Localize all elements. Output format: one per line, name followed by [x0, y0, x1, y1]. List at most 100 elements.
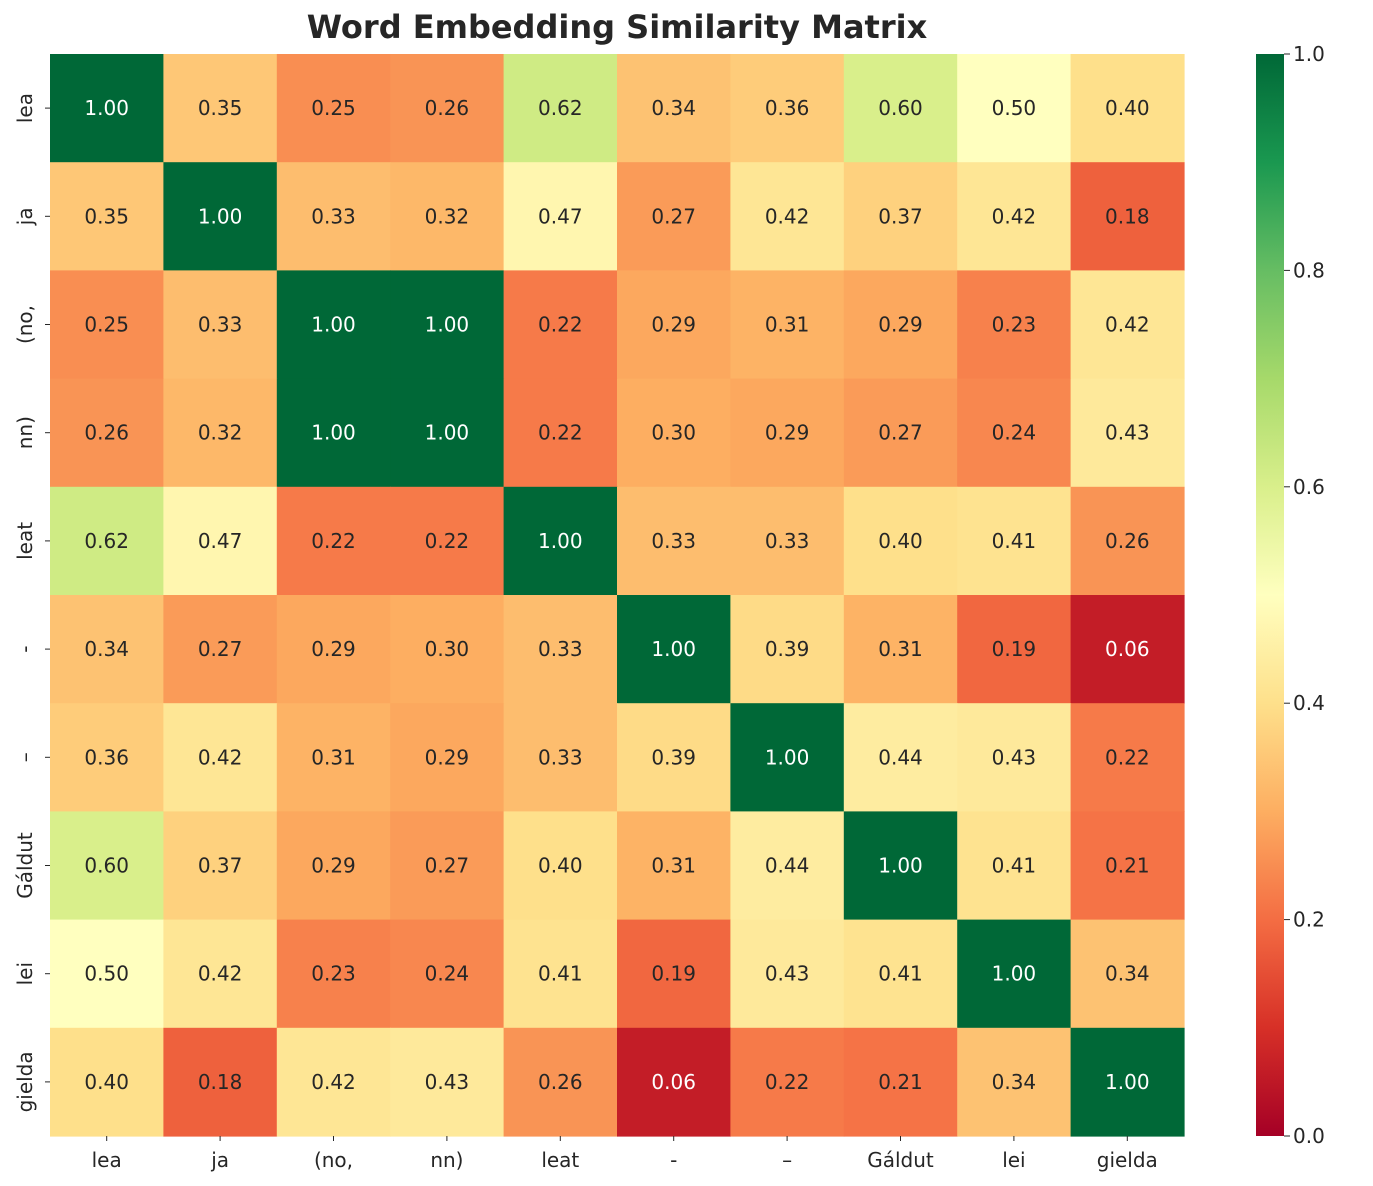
cell-value-label: 0.27	[651, 204, 696, 228]
cell-value-label: 0.22	[538, 421, 583, 445]
heatmap-cell	[50, 595, 164, 704]
cell-value-label: 0.39	[651, 745, 696, 769]
cell-value-label: 0.42	[198, 745, 243, 769]
cell-value-label: 0.31	[311, 745, 356, 769]
cell-value-label: 0.29	[878, 313, 923, 337]
heatmap-cell	[276, 811, 391, 921]
cell-value-label: 0.31	[651, 854, 696, 878]
cell-value-label: 0.29	[311, 637, 356, 661]
cell-value-label: 0.29	[651, 313, 696, 337]
heatmap-cell	[50, 919, 164, 1029]
heatmap-cell	[390, 595, 505, 704]
heatmap-cell	[390, 1027, 505, 1137]
y-tick-label: lei	[13, 962, 37, 985]
x-tick-label: -	[670, 1148, 677, 1172]
cell-value-label: 0.22	[311, 529, 356, 553]
cell-value-label: 1.00	[1105, 1070, 1150, 1094]
cell-value-label: 0.35	[84, 204, 129, 228]
cell-value-label: 0.18	[1105, 204, 1150, 228]
heatmap-cell	[1070, 919, 1185, 1029]
cell-value-label: 0.33	[538, 745, 583, 769]
cell-value-label: 0.60	[878, 96, 923, 120]
cell-value-label: 0.23	[992, 313, 1037, 337]
heatmap-cell	[617, 703, 731, 812]
heatmap-cell	[50, 703, 164, 812]
cell-value-label: 0.40	[84, 1070, 129, 1094]
cell-value-label: 0.25	[84, 313, 129, 337]
heatmap-cell	[503, 486, 618, 596]
cell-value-label: 0.26	[1105, 529, 1150, 553]
heatmap-cell	[1070, 1027, 1185, 1137]
heatmap-cell	[50, 486, 164, 596]
heatmap-cell	[163, 486, 278, 596]
cell-value-label: 1.00	[765, 745, 810, 769]
heatmap-cell	[843, 703, 958, 812]
cell-value-label: 0.37	[878, 204, 923, 228]
heatmap-cell	[390, 162, 505, 271]
heatmap-cell	[503, 54, 618, 163]
cell-value-label: 0.36	[84, 745, 129, 769]
heatmap-cell	[163, 811, 278, 921]
heatmap-cell	[390, 703, 505, 812]
cell-value-label: 0.33	[311, 204, 356, 228]
heatmap-cell	[276, 270, 391, 380]
cell-value-label: 0.19	[992, 637, 1037, 661]
x-tick-label: ja	[210, 1148, 229, 1172]
cell-value-label: 0.39	[765, 637, 810, 661]
cell-value-label: 0.44	[765, 854, 810, 878]
cell-value-label: 0.41	[992, 854, 1037, 878]
heatmap-cell	[843, 1027, 958, 1137]
heatmap-cell	[163, 270, 278, 380]
cell-value-label: 0.44	[878, 745, 923, 769]
cell-value-label: 0.42	[765, 204, 810, 228]
cell-value-label: 0.32	[425, 204, 470, 228]
heatmap-cell	[617, 162, 731, 271]
heatmap-cell	[503, 595, 618, 704]
heatmap-cell	[843, 919, 958, 1029]
colorbar-tick-label: 0.6	[1293, 475, 1325, 499]
cell-value-label: 0.47	[198, 529, 243, 553]
heatmap-cell	[617, 811, 731, 921]
cell-value-label: 0.29	[311, 854, 356, 878]
cell-value-label: 0.47	[538, 204, 583, 228]
colorbar-tick-label: 1.0	[1293, 42, 1325, 66]
heatmap-cell	[503, 919, 618, 1029]
heatmap-cell	[276, 919, 391, 1029]
heatmap-cell	[390, 919, 505, 1029]
heatmap-cell	[163, 703, 278, 812]
cell-value-label: 0.22	[1105, 745, 1150, 769]
cell-value-label: 0.50	[992, 96, 1037, 120]
y-tick-label: ja	[13, 207, 37, 226]
cell-value-label: 0.33	[198, 313, 243, 337]
cell-value-label: 0.25	[311, 96, 356, 120]
heatmap-cell	[957, 919, 1072, 1029]
colorbar-tick-label: 0.0	[1293, 1124, 1325, 1148]
cell-value-label: 1.00	[425, 421, 470, 445]
heatmap-cell	[617, 378, 731, 488]
heatmap-cell	[503, 378, 618, 488]
cell-value-label: 0.35	[198, 96, 243, 120]
cell-value-label: 0.43	[1105, 421, 1150, 445]
heatmap-cell	[843, 162, 958, 271]
cell-value-label: 0.18	[198, 1070, 243, 1094]
y-tick-label: lea	[13, 93, 37, 123]
cell-value-label: 0.30	[425, 637, 470, 661]
x-tick-label: gielda	[1097, 1148, 1158, 1172]
colorbar: 0.0 0.2 0.4 0.6 0.8 1.0	[1256, 42, 1325, 1148]
cell-value-label: 0.21	[878, 1070, 923, 1094]
heatmap-cell	[957, 54, 1072, 163]
heatmap-cell	[50, 54, 164, 163]
heatmap-cell	[730, 486, 845, 596]
heatmap-cells: 1.00 0.35 0.25 0.26 0.62 0.34 0.36 0.60 0.50 0.40…	[50, 54, 1185, 1137]
cell-value-label: 0.24	[992, 421, 1037, 445]
cell-value-label: 0.41	[538, 962, 583, 986]
cell-value-label: 0.27	[878, 421, 923, 445]
y-tick-label: gielda	[13, 1051, 37, 1112]
heatmap-cell	[730, 811, 845, 921]
heatmap-cell	[50, 270, 164, 380]
heatmap-cell	[957, 595, 1072, 704]
heatmap-cell	[1070, 486, 1185, 596]
heatmap-cell	[276, 378, 391, 488]
cell-value-label: 1.00	[311, 421, 356, 445]
